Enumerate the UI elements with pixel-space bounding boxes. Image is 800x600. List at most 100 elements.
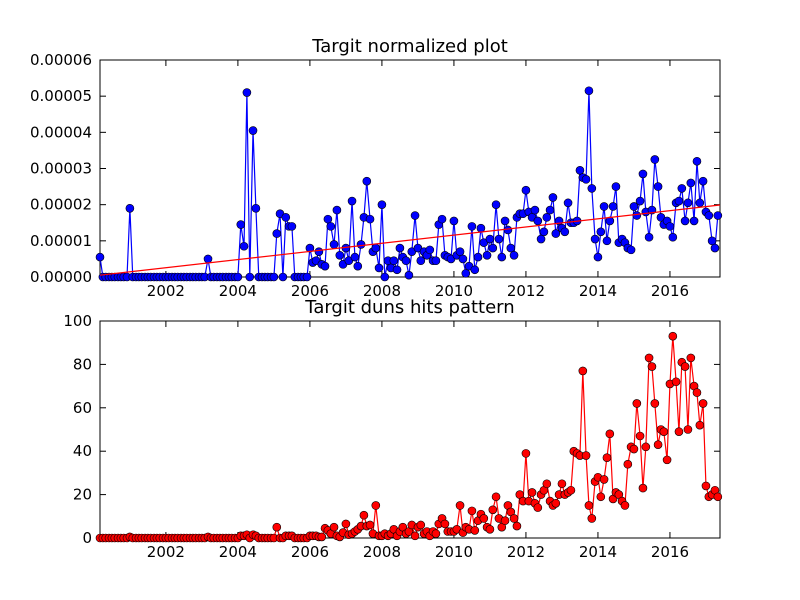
y-tick-label: 0.00003 [30,160,92,178]
data-point [539,227,549,237]
y-tick-label: 0.00001 [30,232,92,250]
y-tick-label: 0.00005 [30,87,92,105]
data-point [485,234,495,244]
data-point [278,272,288,282]
data-point [665,222,675,231]
data-point [551,229,561,238]
y-tick-label: 40 [73,442,92,460]
x-tick-label: 2006 [291,543,329,561]
data-point [203,254,213,264]
data-point [713,211,723,220]
data-point [491,492,501,502]
data-point [365,214,375,224]
data-point [647,362,657,371]
data-point [320,261,330,271]
data-point [566,485,576,495]
data-point [365,520,375,530]
data-point [242,88,252,97]
data-point [698,176,708,186]
x-tick-label: 2006 [291,282,329,300]
trend-line [99,204,721,276]
data-point [695,198,705,208]
data-point [629,444,639,454]
data-point [353,261,363,271]
data-point [362,176,372,186]
data-point [584,501,594,510]
data-point [236,220,246,229]
x-tick-label: 2014 [579,543,617,561]
data-point [359,510,369,520]
data-point [497,252,507,262]
data-point [350,252,360,262]
data-point [653,440,663,449]
data-point [371,501,381,510]
data-point [638,169,648,179]
y-tick-label: 80 [73,355,92,373]
data-point [602,453,612,463]
x-tick-label: 2002 [147,543,185,561]
y-tick-label: 0.00006 [30,51,92,69]
data-point [578,366,588,376]
data-point [713,492,723,502]
data-point [707,236,717,246]
data-point [686,178,696,188]
data-point [632,399,642,408]
data-point [326,222,336,231]
data-point [533,503,543,512]
data-point [677,184,687,193]
data-point [521,449,531,458]
data-point [683,425,693,434]
data-point [635,431,645,441]
data-point [698,399,708,408]
data-point [314,247,324,256]
data-point [389,256,399,266]
data-point [317,532,327,542]
data-point [638,483,648,493]
x-tick-label: 2012 [507,282,545,300]
data-point [341,519,351,529]
x-tick-label: 2012 [507,543,545,561]
data-point [551,498,561,508]
data-point [644,232,654,242]
data-point [392,265,402,275]
data-point [545,205,555,215]
data-point [455,247,465,256]
data-point [671,377,681,387]
data-point [542,479,552,489]
data-point [596,492,606,502]
data-point [653,182,663,191]
data-point [695,420,705,430]
chart-title: Targit normalized plot [311,36,508,57]
y-tick-label: 0.00002 [30,196,92,214]
data-point [668,331,678,341]
data-point [530,205,540,215]
data-point [431,256,441,266]
data-point [683,198,693,208]
data-point [269,272,279,282]
y-tick-label: 0.00000 [30,268,92,286]
x-tick-label: 2016 [651,543,689,561]
data-point [491,200,501,209]
x-tick-label: 2016 [651,282,689,300]
data-point [584,86,594,96]
data-point [512,521,522,531]
data-point [599,475,609,484]
data-point [374,263,384,273]
data-point [329,522,339,532]
data-point [509,251,519,260]
data-point [281,213,291,222]
data-point [461,269,471,278]
data-point [635,196,645,206]
data-point [602,236,612,246]
data-point [668,232,678,242]
chart-title: Targit duns hits pattern [304,297,514,318]
data-point [95,252,105,262]
data-point [347,196,357,206]
data-point [674,427,684,436]
data-point [125,203,135,213]
data-point [377,200,387,209]
data-point [245,272,255,282]
data-point [380,272,390,282]
data-point [332,205,342,215]
data-point [425,245,435,255]
